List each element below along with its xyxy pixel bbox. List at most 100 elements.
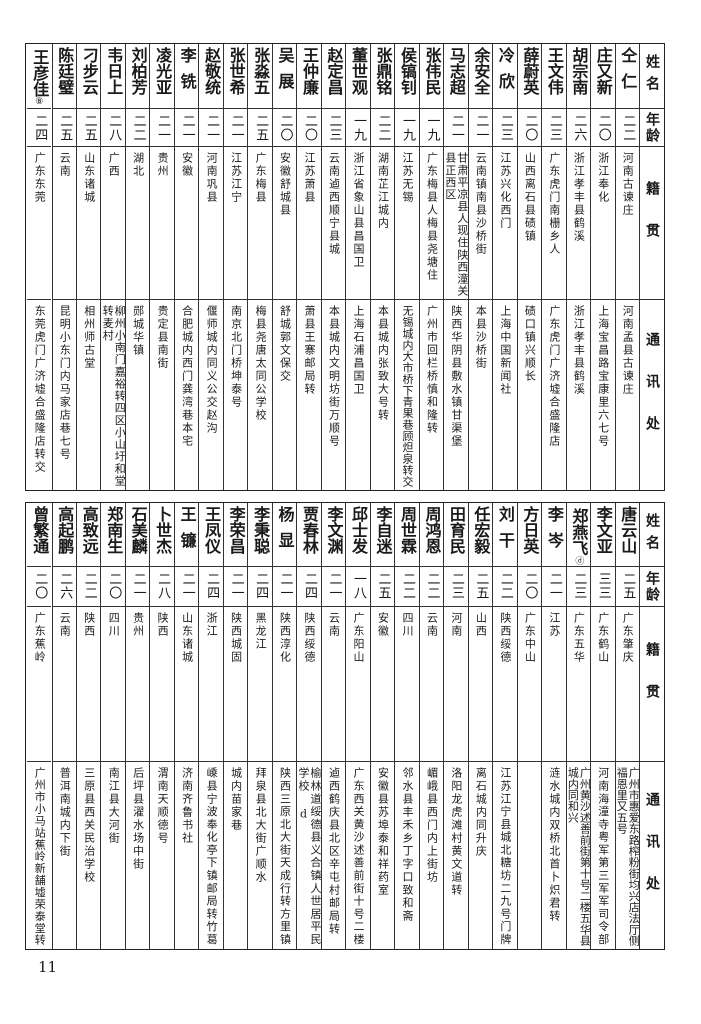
age-cell: 二六 xyxy=(52,566,76,606)
person-record: 李荣昌 二一 陕西城固 城内苗家巷 xyxy=(222,503,248,949)
person-name: 张世希 xyxy=(226,47,246,95)
person-name: 刁步云 xyxy=(79,47,99,95)
address-cell: 东莞虎门广济墟合盛隆店转交 xyxy=(27,299,52,489)
person-name: 王文伟 xyxy=(544,47,564,95)
native-place: 陕西淳化 xyxy=(278,612,292,664)
mailing-address: 广州黄沙述善前街第十号二楼五华县 城内同和兴 xyxy=(566,767,592,947)
person-record: 杨显 二一 陕西淳化 陕西三原北大街天成行转方里镇 xyxy=(271,503,297,949)
age-cell: 二八 xyxy=(150,566,174,606)
age-cell: 二一 xyxy=(468,108,493,146)
native-cell: 四川 xyxy=(101,606,125,761)
name-cell: 董世观 xyxy=(346,44,369,108)
native-place: 浙江奉化 xyxy=(596,152,610,204)
header-age: 年龄 xyxy=(640,566,664,606)
native-place: 广东肇庆 xyxy=(621,612,635,664)
native-cell: 云南逌西顺宁县城 xyxy=(321,146,346,299)
mailing-address: 郧城华镇 xyxy=(131,305,145,357)
name-cell: 贾春林 xyxy=(297,503,320,566)
person-record: 卜世杰 二八 陕西渭南天顺德号 xyxy=(149,503,174,949)
mailing-address: 昆明小东门内马家店巷七号 xyxy=(58,305,72,461)
native-cell: 广东蕉岭 xyxy=(27,606,52,761)
native-cell: 广东虎门南栅乡人 xyxy=(542,146,566,299)
native-place: 安徽舒城县 xyxy=(278,152,292,217)
person-record: 李文渊 二一 云南 逌西鹤庆县北区辛屯村邮局转 xyxy=(320,503,346,949)
native-cell: 山西离石县碛镇 xyxy=(517,146,542,299)
person-name: 李岑 xyxy=(544,506,564,558)
name-cell: 卜世杰 xyxy=(150,503,173,566)
age-cell: 二〇 xyxy=(101,566,125,606)
address-cell: 广州市惠爱东路榨粉街均兴店法厅侧 福恩里又五号 xyxy=(615,761,640,948)
native-place: 广东东莞 xyxy=(33,152,47,204)
roster-table-top: 姓名 年龄 籍贯 通讯处 仝仁 二二 河南古谏庄 河南孟县古谏庄 庄又新 二〇 浙江奉化 上海宝昌路宝… xyxy=(25,43,665,491)
age-cell: 二一 xyxy=(150,108,174,146)
person-record: 王仲廉 二〇 江苏萧县 萧县王寨邮局转 xyxy=(296,44,321,490)
mailing-address: 本县沙桥街 xyxy=(474,305,488,370)
person-record: 仝仁 二二 河南古谏庄 河南孟县古谏庄 xyxy=(614,44,639,490)
name-cell: 高致远 xyxy=(77,503,100,566)
person-age: 二五 xyxy=(375,572,391,600)
name-cell: 郑燕飞 ⓓ xyxy=(567,503,590,566)
native-place: 贵州 xyxy=(131,612,145,638)
person-record: 高致远 二二 陕西 三原县西关民治学校 xyxy=(75,503,101,949)
person-age: 二三 xyxy=(571,572,587,600)
person-record: 郑南生 二〇 四川 南江县大河街 xyxy=(100,503,125,949)
name-cell: 李秉聪 xyxy=(248,503,271,566)
person-name: 郑燕飞 xyxy=(569,507,589,556)
age-cell: 二五 xyxy=(76,108,101,146)
person-record: 陈廷璧 二五 云南 昆明小东门内马家店巷七号 xyxy=(51,44,76,490)
native-cell: 陕西 xyxy=(150,606,174,761)
person-name: 胡宗南 xyxy=(569,47,589,95)
mailing-address: 偃师城内同义公交赵沟 xyxy=(205,305,219,435)
mailing-address: 碛口镇兴顺长 xyxy=(523,305,537,383)
person-record: 郑燕飞 ⓓ 二三 广东五华 广州黄沙述善前街第十号二楼五华县 城内同和兴 xyxy=(565,503,592,949)
name-cell: 王镰 xyxy=(175,503,198,566)
person-record: 刘干 二二 陕西绥德 江苏江宁县城北糖坊二九号门牌 xyxy=(492,503,517,949)
person-record: 李文亚 三三 广东鹤山 河南海潼寺粤军第三军军司令部 xyxy=(590,503,615,949)
age-cell: 二二 xyxy=(76,566,101,606)
native-place: 湖北 xyxy=(131,152,145,178)
native-place: 云南 xyxy=(58,152,72,178)
address-cell: 邻水县丰禾乡丁字口致和斋 xyxy=(395,761,419,948)
mailing-address: 榆林道绥德县义合镇人世居平民 学校 d xyxy=(297,767,323,947)
person-name: 王仲廉 xyxy=(300,47,320,95)
person-age: 二一 xyxy=(546,572,562,600)
person-age: 二三 xyxy=(326,114,342,142)
person-record: 刁步云 二五 山东诸城 相州师古堂 xyxy=(75,44,101,490)
mailing-address: 安徽县苏埠泰和祥药室 xyxy=(376,767,390,897)
mailing-address: 相州师古堂 xyxy=(82,305,96,370)
person-record: 庄又新 二〇 浙江奉化 上海宝昌路宝康里六七号 xyxy=(590,44,615,490)
person-name: 王彦佳 xyxy=(30,48,50,97)
person-record: 周鸿恩 二二 云南 嵋峨县西门内上街坊 xyxy=(418,503,444,949)
person-age: 二五 xyxy=(473,572,489,600)
native-cell: 云南镇南县沙桥街 xyxy=(468,146,493,299)
name-cell: 马志超 xyxy=(444,44,467,108)
mailing-address: 广东虎门广济墟合盛隆店 xyxy=(547,305,561,448)
address-cell: 拜泉县北大街广顺水 xyxy=(248,761,272,948)
person-age: 三三 xyxy=(595,572,611,600)
native-place: 浙江省象山县昌国卫 xyxy=(352,152,365,269)
name-cell: 周鸿恩 xyxy=(420,503,443,566)
native-place: 陕西 xyxy=(82,612,96,638)
native-cell: 云南 xyxy=(419,606,444,761)
address-cell: 本县城内文明坊街万顺号 xyxy=(321,299,346,489)
address-cell: 碛口镇兴顺长 xyxy=(517,299,542,489)
address-cell: 嵋峨县西门内上街坊 xyxy=(419,761,444,948)
age-cell: 二〇 xyxy=(517,108,542,146)
name-cell: 凌光亚 xyxy=(150,44,173,108)
person-record: 韦日上 二八 广西 柳州小南门嘉裕转四区小山圩和堂 转麦村 xyxy=(100,44,126,490)
native-place: 湖南芷江城内 xyxy=(376,152,390,230)
mailing-address: 广州市回栏桥慎和隆转 xyxy=(425,305,439,435)
age-cell: 一八 xyxy=(346,566,370,606)
address-cell: 广东虎门广济墟合盛隆店 xyxy=(542,299,566,489)
mailing-address: 广东西关黄沙述善前街十号二楼 xyxy=(352,767,365,947)
person-name: 刘干 xyxy=(495,506,515,558)
mailing-address: 江苏江宁县城北糖坊二九号门牌 xyxy=(498,767,512,947)
native-place: 江苏无锡 xyxy=(400,152,414,204)
person-record: 薛蔚英 二〇 山西离石县碛镇 碛口镇兴顺长 xyxy=(516,44,542,490)
mailing-address: 渭南天顺德号 xyxy=(156,767,170,845)
native-place: 广东阳山 xyxy=(352,612,365,664)
person-name: 李铣 xyxy=(177,47,197,99)
person-age: 二五 xyxy=(253,114,269,142)
address-cell: 舒城郭文保交 xyxy=(272,299,297,489)
name-cell: 庄又新 xyxy=(591,44,614,108)
